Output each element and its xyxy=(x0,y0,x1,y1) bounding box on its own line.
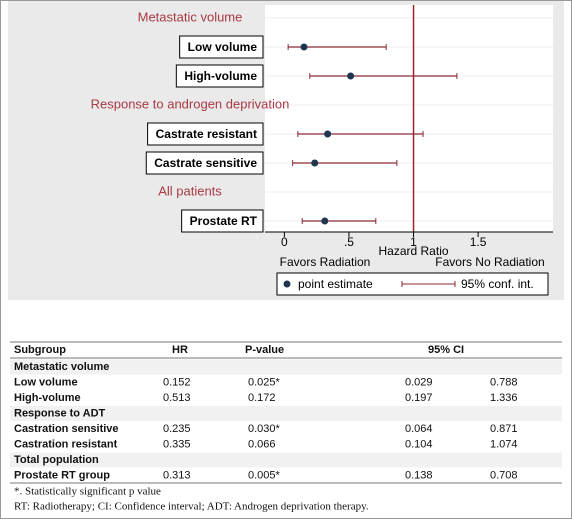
section-row-bg xyxy=(10,406,562,421)
x-tick-label: .5 xyxy=(344,235,354,249)
x-tick-label: 1.5 xyxy=(470,235,487,249)
annotation: Favors No Radiation xyxy=(435,255,544,269)
table-cell: 0.029 xyxy=(405,376,433,388)
table-cell: 1.336 xyxy=(490,392,518,404)
legend-point xyxy=(283,280,291,288)
table: Subgroup HR P-value 95% CI Metastatic volume… xyxy=(10,341,562,513)
row-label-box xyxy=(179,35,264,59)
legend-label: 95% conf. int. xyxy=(461,277,534,291)
table-cell: Castration sensitive xyxy=(14,423,119,435)
table-header: HR xyxy=(172,344,188,356)
table-cell: 0.708 xyxy=(490,469,518,481)
table-note: RT: Radiotherapy; CI: Confidence interva… xyxy=(14,501,369,513)
row-label: Low volume xyxy=(188,40,258,54)
x-tick-label: 1 xyxy=(410,235,417,249)
point-estimate xyxy=(321,217,329,225)
section-row-bg xyxy=(10,359,562,375)
table-cell: 0.152 xyxy=(163,376,191,388)
x-tick-label: 0 xyxy=(281,235,288,249)
table-cell: 0.138 xyxy=(405,469,433,481)
legend-label: point estimate xyxy=(298,277,373,291)
table-cell: 0.197 xyxy=(405,392,433,404)
annotation: Favors Radiation xyxy=(280,255,371,269)
table-cell: Castration resistant xyxy=(14,438,118,450)
table-cell: High-volume xyxy=(14,392,81,404)
group-heading: Response to androgen deprivation xyxy=(91,96,290,111)
row-label: High-volume xyxy=(184,69,257,83)
table-cell: 0.005* xyxy=(248,469,281,481)
table-cell: Low volume xyxy=(14,376,78,388)
table-cell: 0.172 xyxy=(248,392,276,404)
table-cell: Prostate RT group xyxy=(14,469,110,481)
table-header: Subgroup xyxy=(14,344,66,356)
table-header: 95% CI xyxy=(428,344,464,356)
table-cell: 0.871 xyxy=(490,423,518,435)
row-label-box xyxy=(145,151,264,175)
table-cell: 0.313 xyxy=(163,469,191,481)
table-cell: 0.235 xyxy=(163,423,191,435)
table-cell: 0.335 xyxy=(163,438,191,450)
point-estimate xyxy=(300,43,308,51)
table-note: *. Statistically significant p value xyxy=(14,486,161,498)
point-estimate xyxy=(324,130,332,138)
row-label: Castrate resistant xyxy=(156,127,257,141)
table-cell: 0.030* xyxy=(248,423,281,435)
section-row-bg xyxy=(10,452,562,468)
row-label: Castrate sensitive xyxy=(154,156,257,170)
point-estimate xyxy=(311,159,319,167)
point-estimate xyxy=(347,72,355,80)
table-header: P-value xyxy=(245,344,284,356)
table-cell: Total population xyxy=(14,454,99,466)
table-cell: 0.064 xyxy=(405,423,433,435)
table-cell: 0.066 xyxy=(248,438,276,450)
table-cell: 0.025* xyxy=(248,376,281,388)
table-cell: 1.074 xyxy=(490,438,518,450)
row-label-box xyxy=(147,122,264,146)
table-cell: 0.513 xyxy=(163,392,191,404)
row-label: Prostate RT xyxy=(190,214,258,228)
row-label-box xyxy=(175,64,264,88)
table-cell: 0.104 xyxy=(405,438,433,450)
group-heading: Metastatic volume xyxy=(138,9,243,24)
table-cell: 0.788 xyxy=(490,376,518,388)
table-cell: Metastatic volume xyxy=(14,361,109,373)
table-cell: Response to ADT xyxy=(14,407,106,419)
plot-area xyxy=(265,5,553,232)
group-heading: All patients xyxy=(158,183,222,198)
x-axis-label: Hazard Ratio xyxy=(379,244,449,258)
row-label-box xyxy=(181,209,264,233)
